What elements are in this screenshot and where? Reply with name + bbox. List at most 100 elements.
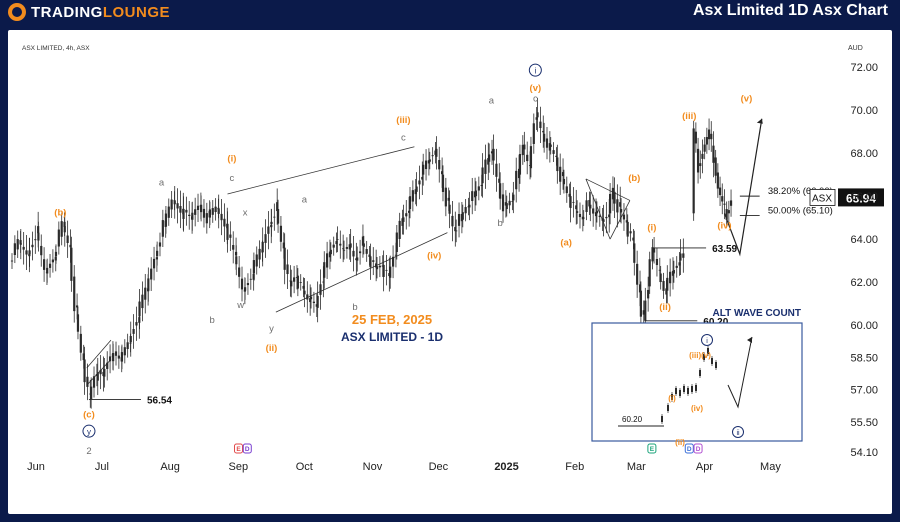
candle-body xyxy=(712,145,715,163)
candle-body xyxy=(651,247,654,262)
candle-body xyxy=(103,368,106,377)
candle-body xyxy=(303,290,306,295)
candle-body xyxy=(648,259,651,287)
candle-body xyxy=(427,160,431,164)
candle-body xyxy=(261,241,264,252)
wave-label: a xyxy=(489,96,495,107)
candle-body xyxy=(252,260,255,274)
candle-body xyxy=(332,244,335,248)
candle-body xyxy=(602,219,605,222)
candle-body xyxy=(421,176,424,180)
candle-body xyxy=(488,154,491,162)
event-marker-label: E xyxy=(650,446,655,453)
candle-body xyxy=(306,294,309,300)
candle-body xyxy=(232,245,235,250)
candle-body xyxy=(405,213,408,217)
chart-panel[interactable]: 56.54 63.59 60.20 38.20% (66.00) 50.00% (65.… xyxy=(8,30,892,514)
candle-body xyxy=(523,144,526,150)
event-marker[interactable] xyxy=(693,443,703,454)
candle-body xyxy=(345,247,348,249)
candle-body xyxy=(565,186,568,194)
candle-body xyxy=(25,250,28,255)
candle-body xyxy=(638,284,642,293)
event-marker[interactable] xyxy=(242,443,252,454)
candle-body xyxy=(152,258,156,269)
candle-body xyxy=(86,376,89,387)
candle-body xyxy=(326,253,329,268)
price-level-label: 56.54 xyxy=(147,395,172,406)
candle-body xyxy=(126,342,129,350)
wave-label: b xyxy=(498,218,503,229)
candle-body xyxy=(43,259,46,270)
candle-body xyxy=(164,213,168,227)
candle-body xyxy=(655,258,659,266)
event-marker[interactable] xyxy=(233,443,243,454)
wave-label: c xyxy=(230,173,235,184)
y-tick-label: 55.50 xyxy=(850,417,878,429)
candle-body xyxy=(572,201,575,203)
candle-body xyxy=(57,229,60,247)
event-marker[interactable] xyxy=(684,443,694,454)
inset-wave-circle xyxy=(701,334,713,346)
candle-body xyxy=(358,251,362,254)
candle-body xyxy=(51,259,54,263)
candle-body xyxy=(592,208,595,214)
candle-body xyxy=(457,213,461,226)
candle-body xyxy=(372,260,375,262)
candle-body xyxy=(588,199,591,207)
chart-subtitle-label: ASX LIMITED - 1D xyxy=(341,330,443,344)
inset-wave-circle xyxy=(732,426,744,438)
candle-body xyxy=(718,187,722,196)
candle-body xyxy=(167,206,170,218)
trend-line xyxy=(275,232,448,313)
price-chart[interactable]: 56.54 63.59 60.20 38.20% (66.00) 50.00% (65.… xyxy=(8,30,892,514)
inset-candle-body xyxy=(703,354,705,360)
candle-body xyxy=(120,352,124,362)
candle-body xyxy=(31,244,34,248)
wave-label: (c) xyxy=(83,409,95,420)
candle-body xyxy=(542,130,545,133)
candle-body xyxy=(312,301,316,304)
candle-body xyxy=(96,372,99,381)
candle-body xyxy=(721,196,724,202)
candle-body xyxy=(135,322,138,326)
wave-label: b xyxy=(209,315,214,326)
candle-body xyxy=(424,160,428,170)
wave-label: (b) xyxy=(628,173,640,184)
last-price-value: 65.94 xyxy=(846,191,876,205)
candle-body xyxy=(322,281,325,283)
candle-body xyxy=(246,283,250,286)
candle-body xyxy=(375,266,379,270)
inset-candle-body xyxy=(715,362,717,368)
candle-body xyxy=(150,268,153,280)
candle-body xyxy=(616,199,619,213)
brand-suffix: LOUNGE xyxy=(102,3,170,21)
candle-body xyxy=(471,191,474,201)
inset-candle-body xyxy=(695,385,697,391)
wave-label: (ii) xyxy=(659,302,671,313)
candle-body xyxy=(196,205,200,210)
wave-label: (a) xyxy=(560,238,572,249)
currency-label: AUD xyxy=(848,45,863,52)
candle-body xyxy=(398,220,401,239)
candle-body xyxy=(243,287,247,291)
candle-body xyxy=(662,280,665,291)
candle-body xyxy=(328,251,332,258)
candle-body xyxy=(408,210,411,213)
candle-body xyxy=(611,187,615,200)
candle-body xyxy=(555,155,558,158)
candle-body xyxy=(138,301,141,317)
candle-body xyxy=(170,199,173,210)
symbol-label: ASX LIMITED, 4h, ASX xyxy=(22,45,90,52)
event-marker[interactable] xyxy=(647,443,657,454)
candle-body xyxy=(191,212,194,220)
candle-body xyxy=(179,206,182,213)
candle-body xyxy=(356,257,359,261)
candle-body xyxy=(589,204,592,209)
candle-body xyxy=(666,277,669,291)
y-tick-label: 64.00 xyxy=(850,234,878,246)
candle-body xyxy=(575,205,578,210)
candle-body xyxy=(428,159,431,162)
event-marker-label: D xyxy=(687,446,692,453)
candle-body xyxy=(368,254,371,257)
